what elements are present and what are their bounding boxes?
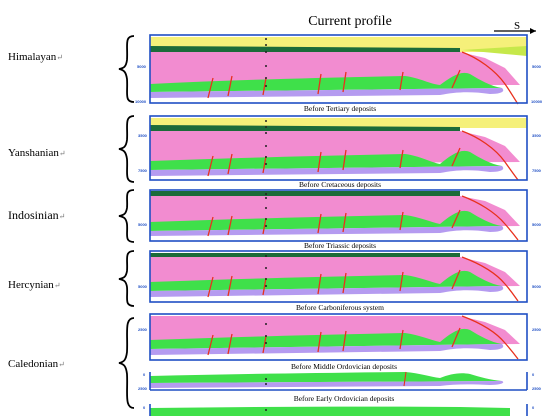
profile-before-tertiary: 3500 7500 3500 7500: [138, 115, 542, 181]
caption-before-middle-ordovician: Before Middle Ordovician deposits: [291, 362, 397, 371]
svg-text:10000: 10000: [531, 99, 543, 104]
svg-text:0: 0: [143, 372, 146, 377]
brace-indosinian: [118, 189, 135, 243]
svg-text:5000: 5000: [532, 284, 542, 289]
svg-text:5000: 5000: [138, 284, 148, 289]
profile-current: 5000 10000 5000 10000: [135, 34, 543, 105]
layer-violet-base: [150, 88, 504, 98]
svg-text:2500: 2500: [138, 386, 148, 391]
caption-before-tertiary: Before Tertiary deposits: [304, 104, 376, 113]
profile-before-cretaceous: 5000 5000: [138, 189, 542, 242]
svg-text:0: 0: [532, 372, 535, 377]
svg-text:7500: 7500: [138, 168, 148, 173]
svg-text:2500: 2500: [532, 386, 542, 391]
orogeny-label-himalayan: Himalayan↵: [8, 51, 63, 63]
profile-before-carboniferous: 2500 2500: [138, 313, 542, 361]
caption-before-early-ordovician: Before Early Ordovician deposits: [294, 394, 395, 403]
svg-text:Indosinian↵: Indosinian↵: [8, 208, 65, 222]
caption-before-triassic: Before Triassic deposits: [304, 241, 376, 250]
svg-text:3500: 3500: [138, 133, 148, 138]
caption-before-carboniferous: Before Carboniferous system: [296, 303, 384, 312]
svg-text:0: 0: [143, 405, 146, 410]
fault-set: [207, 51, 519, 105]
svg-text:0: 0: [532, 405, 535, 410]
layer-dark-green: [150, 46, 460, 52]
svg-text:Hercynian↵: Hercynian↵: [8, 279, 61, 291]
orogeny-label-hercynian: Hercynian↵: [8, 279, 61, 291]
brace-caledonian: [118, 317, 135, 409]
brace-hercynian: [118, 250, 135, 307]
svg-text:7500: 7500: [532, 168, 542, 173]
svg-text:Yanshanian↵: Yanshanian↵: [8, 147, 66, 159]
diagram-title: Current profile: [308, 14, 392, 29]
direction-label: S: [514, 20, 520, 32]
orogeny-label-caledonian: Caledonian↵: [8, 358, 65, 370]
svg-text:Himalayan↵: Himalayan↵: [8, 51, 63, 63]
brace-himalayan: [118, 35, 135, 103]
profile-before-early-ordovician: 0 0: [143, 404, 535, 416]
layer-green-reservoir: [150, 72, 502, 92]
svg-text:Caledonian↵: Caledonian↵: [8, 358, 65, 370]
profile-before-middle-ordovician: 0 2500 0 2500: [138, 371, 542, 391]
svg-text:5000: 5000: [532, 64, 542, 69]
profile-before-triassic: 5000 5000: [138, 250, 542, 303]
direction-arrow: S: [494, 20, 536, 34]
svg-text:2500: 2500: [532, 327, 542, 332]
svg-text:3500: 3500: [532, 133, 542, 138]
well-marker: [265, 38, 267, 87]
svg-text:5000: 5000: [137, 64, 147, 69]
caption-before-cretaceous: Before Cretaceous deposits: [299, 180, 381, 189]
svg-text:10000: 10000: [135, 99, 147, 104]
orogeny-label-indosinian: Indosinian↵: [8, 208, 65, 222]
brace-group: [118, 35, 135, 409]
svg-text:2500: 2500: [138, 327, 148, 332]
svg-text:5000: 5000: [138, 222, 148, 227]
brace-yanshanian: [118, 115, 135, 183]
orogeny-label-yanshanian: Yanshanian↵: [8, 147, 66, 159]
profile-frame: [149, 34, 528, 104]
svg-text:5000: 5000: [532, 222, 542, 227]
layer-pink-strata: [150, 52, 520, 86]
